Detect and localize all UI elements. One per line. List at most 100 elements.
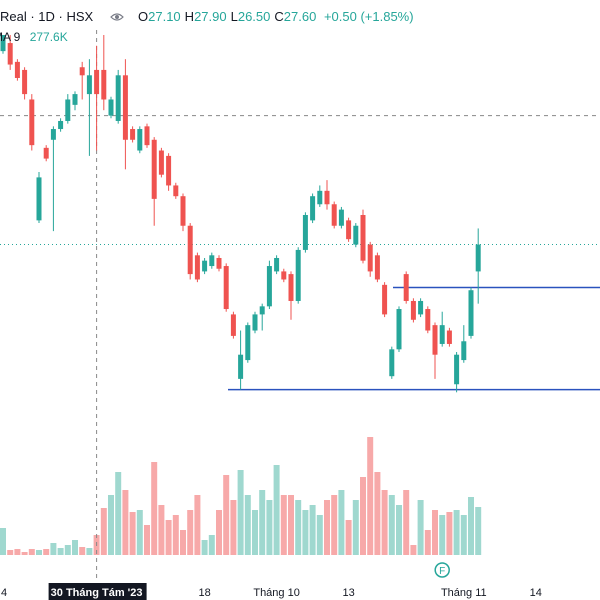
volume-bar [144, 525, 150, 555]
candle-body [7, 43, 13, 65]
volume-bar [108, 495, 114, 555]
volume-bar [280, 495, 287, 555]
eye-outline [110, 13, 124, 21]
volume-bar [453, 510, 460, 555]
volume-bar [43, 549, 50, 555]
symbol-title[interactable]: Real · 1D · HSX [0, 9, 94, 24]
volume-bar [79, 547, 86, 555]
volume-bar [259, 490, 266, 555]
candle-body [130, 129, 136, 140]
ohlc-value: 27.90 [194, 9, 227, 24]
volume-bar [201, 540, 208, 555]
candle-body [94, 69, 100, 95]
volume-bar [446, 512, 453, 555]
ohlc-values: O27.10 H27.90 L26.50 C27.60 [138, 9, 320, 24]
volume-bar [367, 437, 374, 555]
candle-body [50, 129, 56, 140]
candle-body [108, 99, 114, 116]
candle-body [382, 284, 388, 315]
candle-body [396, 309, 402, 350]
indicator-name: MA 9 [0, 30, 21, 44]
candle-body [230, 314, 236, 336]
candle-body [79, 67, 85, 76]
candle-body [317, 190, 323, 205]
candle-body [58, 120, 64, 130]
volume-bar [352, 500, 359, 555]
ohlc-key: C [274, 9, 284, 24]
x-tick-label: 30 Tháng Tám '23 [51, 587, 143, 599]
candle-body [324, 190, 330, 205]
volume-bar [129, 512, 136, 555]
candle-body [0, 35, 6, 52]
volume-bar [417, 500, 424, 555]
ohlc-key: H [184, 9, 195, 24]
candle-body [310, 196, 316, 221]
volume-bar [244, 495, 251, 555]
eye-icon[interactable] [110, 13, 124, 21]
volume-bar [266, 500, 273, 555]
volume-bar [237, 470, 244, 555]
change: +0.50 (+1.85%) [323, 9, 414, 24]
candle-body [86, 75, 92, 95]
volume-bar [72, 540, 78, 555]
volume-bar [316, 515, 323, 555]
volume-bar [50, 543, 57, 555]
indicator-row: MA 9 277.6K [0, 30, 68, 44]
candle-body [122, 75, 128, 140]
candle-body [295, 249, 301, 301]
volume-bar [295, 500, 302, 555]
volume-bar [57, 548, 64, 555]
volume-bar [223, 475, 230, 555]
candle-body [461, 341, 467, 361]
candle-body [36, 177, 42, 221]
candle-body [302, 215, 308, 250]
volume-bar [86, 548, 93, 555]
x-tick-label: 14 [530, 587, 542, 599]
volume-bar [36, 550, 42, 555]
volume-bar [230, 500, 237, 555]
volume-bar [172, 515, 179, 555]
candle-body [389, 349, 395, 377]
candle-body [439, 325, 445, 344]
candle-body [367, 244, 373, 272]
x-tick-label: 13 [342, 587, 354, 599]
candle-body [187, 225, 193, 275]
event-marker-label: F [439, 566, 445, 577]
volume-bar [7, 550, 14, 555]
candle-body [216, 257, 222, 269]
volume-bar [14, 549, 21, 555]
ohlc-value: 26.50 [237, 9, 271, 24]
candle-body [194, 255, 200, 280]
candle-body [403, 274, 409, 301]
volume-bar [475, 507, 482, 555]
volume-bar [100, 508, 107, 555]
candle-body [202, 260, 208, 272]
x-tick-label: Tháng 11 [441, 587, 487, 599]
ohlc-key: O [138, 9, 149, 24]
volume-bar [187, 510, 194, 555]
volume-bar [309, 505, 316, 555]
x-tick-label: Tháng 10 [253, 587, 299, 599]
legend-row: Real · 1D · HSX [0, 9, 93, 24]
candle-body [288, 274, 294, 301]
indicator-value: 277.6K [29, 30, 68, 44]
volume-bar [468, 497, 474, 555]
candle-body [331, 204, 337, 226]
volume-bar [324, 500, 330, 555]
candle-body [166, 155, 172, 186]
volume-bar [21, 552, 28, 555]
candle-body [209, 255, 215, 267]
volume-bar [374, 472, 381, 555]
candle-body [144, 126, 150, 146]
volume-bar [360, 477, 366, 555]
event-marker [434, 562, 450, 578]
candle-body [432, 325, 438, 355]
candle-body [223, 266, 229, 310]
volume-bar [403, 490, 410, 555]
candle-body [281, 271, 287, 280]
candle-body [410, 300, 416, 320]
volume-bar [338, 490, 345, 555]
candle-body [72, 94, 78, 105]
